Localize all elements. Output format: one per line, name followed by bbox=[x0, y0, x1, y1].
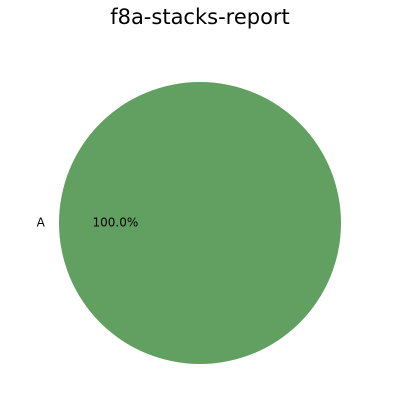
chart-title: f8a-stacks-report bbox=[110, 5, 290, 29]
pie-slice-a bbox=[59, 82, 341, 364]
pie-percent-label-a: 100.0% bbox=[93, 216, 139, 230]
pie-labels: A 100.0% bbox=[37, 216, 139, 230]
pie-slices bbox=[59, 82, 341, 364]
pie-label-a: A bbox=[37, 216, 46, 230]
